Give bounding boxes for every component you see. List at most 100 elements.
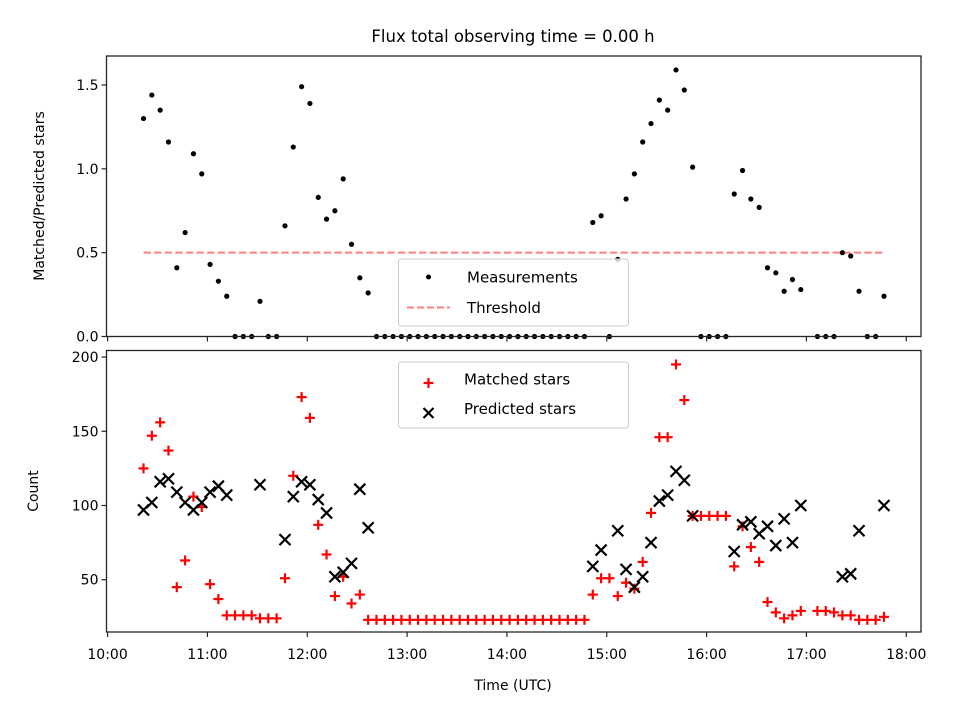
measurement-point	[332, 208, 338, 214]
measurement-point	[357, 275, 363, 281]
measurement-point	[282, 223, 288, 229]
measurement-point	[157, 107, 163, 113]
legend-predicted-marker	[422, 407, 435, 419]
measurement-point	[839, 250, 845, 256]
predicted-star-point	[777, 512, 791, 526]
measurement-point	[656, 97, 662, 103]
measurement-point	[665, 107, 671, 113]
matched-star-point	[787, 610, 798, 621]
bottom-y-tick-label: 50	[81, 573, 99, 589]
predicted-star-point	[286, 490, 300, 503]
measurement-point	[149, 92, 155, 98]
predicted-star-point	[786, 536, 799, 549]
matched-star-point	[138, 463, 149, 474]
predicted-star-point	[345, 557, 358, 570]
predicted-star-point	[636, 570, 649, 584]
predicted-star-point	[320, 506, 333, 520]
measurement-point	[182, 229, 188, 236]
bottom-x-tick-label: 13:00	[387, 647, 427, 663]
matched-star-point	[246, 610, 257, 621]
legend-matched-label: Matched stars	[464, 371, 570, 389]
matched-star-point	[171, 582, 182, 593]
predicted-star-point	[844, 567, 857, 581]
matched-star-point	[820, 605, 831, 616]
measurement-point	[881, 293, 887, 299]
top-legend-box	[398, 258, 629, 327]
predicted-star-point	[195, 496, 209, 509]
predicted-star-point	[661, 488, 674, 502]
measurement-point	[257, 298, 263, 304]
measurement-point	[290, 144, 296, 150]
predicted-star-point	[220, 488, 233, 502]
matched-star-point	[155, 417, 166, 428]
measurement-point	[731, 191, 737, 197]
bottom-legend: Matched stars Predicted stars	[398, 361, 629, 429]
measurement-point	[598, 213, 604, 219]
measurement-point	[773, 270, 779, 276]
legend-measurements-label: Measurements	[467, 269, 578, 287]
top-y-axis-label: Matched/Predicted stars	[32, 111, 48, 281]
matched-star-point	[754, 556, 765, 567]
top-y-tick-label: 1.5	[76, 78, 98, 94]
predicted-star-point	[162, 472, 175, 486]
predicted-star-point	[328, 570, 342, 584]
matched-star-point	[762, 597, 773, 608]
measurement-point	[673, 67, 679, 73]
measurement-point	[856, 288, 862, 294]
matched-star-point	[146, 430, 157, 441]
measurement-point	[648, 120, 654, 127]
matched-star-point	[279, 573, 290, 584]
measurement-point	[590, 219, 596, 226]
top-panel: 0.0 0.5 1.0 1.5 Matched/Predicted stars Mea…	[32, 55, 922, 346]
top-y-tick-label: 0.0	[76, 330, 98, 346]
measurement-point	[781, 288, 787, 294]
measurement-point	[323, 216, 330, 222]
matched-star-point	[745, 542, 756, 553]
predicted-star-point	[594, 543, 608, 557]
bottom-axes-frame	[105, 349, 922, 633]
matched-star-point	[829, 607, 840, 618]
matched-star-point	[304, 412, 315, 423]
predicted-star-point	[836, 570, 849, 584]
bottom-x-tick-label: 16:00	[686, 647, 726, 663]
predicted-star-point	[278, 533, 292, 546]
bottom-x-tick-label: 12:00	[287, 647, 327, 663]
matched-star-point	[679, 395, 690, 406]
matched-star-point	[587, 589, 598, 600]
matched-star-point	[795, 605, 806, 616]
predicted-star-point	[170, 485, 184, 499]
bottom-x-tick-label: 11:00	[187, 647, 227, 663]
bottom-marks	[137, 359, 891, 625]
matched-star-point	[296, 392, 307, 403]
measurement-point	[224, 293, 230, 299]
measurement-point	[207, 261, 213, 268]
measurement-point	[756, 204, 762, 210]
predicted-star-point	[877, 499, 891, 512]
predicted-star-point	[586, 560, 600, 573]
matched-star-point	[637, 556, 648, 567]
bottom-y-tick-label: 100	[72, 499, 99, 515]
matched-star-point	[845, 610, 856, 621]
predicted-star-point	[153, 475, 167, 489]
predicted-star-point	[619, 563, 633, 576]
matched-star-point	[878, 611, 889, 622]
predicted-star-point	[203, 485, 217, 499]
matched-star-point	[604, 573, 615, 584]
legend-measurements-marker	[426, 274, 431, 280]
chart-title: Flux total observing time = 0.00 h	[371, 27, 654, 46]
predicted-star-point	[295, 475, 308, 489]
predicted-star-point	[611, 524, 625, 538]
predicted-star-point	[303, 478, 317, 491]
measurement-point	[298, 84, 305, 90]
matched-star-point	[354, 589, 365, 600]
matched-star-point	[271, 613, 282, 624]
matched-star-point	[779, 613, 790, 624]
measurement-point	[631, 171, 637, 177]
measurement-point	[623, 196, 629, 202]
measurement-point	[789, 276, 796, 283]
top-axes-frame	[105, 55, 922, 338]
measurement-point	[340, 176, 346, 182]
matched-star-point	[329, 591, 340, 602]
